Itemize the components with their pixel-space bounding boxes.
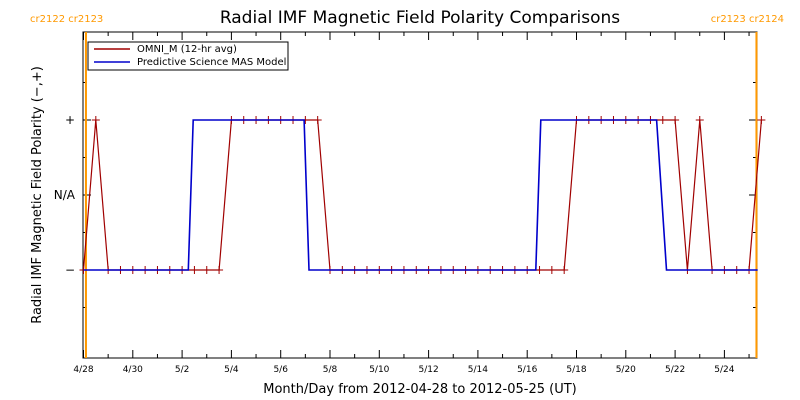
x-tick-label: 5/24 xyxy=(714,365,734,375)
chart-title: Radial IMF Magnetic Field Polarity Compa… xyxy=(220,8,620,28)
y-tick-label: + xyxy=(65,113,75,127)
x-tick-label: 5/22 xyxy=(665,365,685,375)
omni-data-point xyxy=(671,116,680,124)
x-tick-label: 5/16 xyxy=(517,365,537,375)
x-tick-label: 4/30 xyxy=(123,365,143,375)
legend-label-model: Predictive Science MAS Model xyxy=(137,57,286,68)
x-tick-label: 5/18 xyxy=(566,365,586,375)
omni-data-point xyxy=(560,266,569,274)
x-tick-label: 5/12 xyxy=(418,365,438,375)
omni-data-point xyxy=(190,266,199,274)
omni-data-point xyxy=(313,116,322,124)
omni-data-point xyxy=(202,266,211,274)
legend-label-omni: OMNI_M (12-hr avg) xyxy=(137,44,237,55)
x-tick-label: 5/10 xyxy=(369,365,389,375)
omni-data-point xyxy=(695,116,704,124)
y-axis-label: Radial IMF Magnetic Field Polarity (−,+) xyxy=(30,66,45,324)
x-tick-label: 5/6 xyxy=(273,365,288,375)
x-tick-label: 5/14 xyxy=(468,365,488,375)
omni-data-point xyxy=(535,266,544,274)
legend-box xyxy=(87,41,289,71)
legend: OMNI_M (12-hr avg) Predictive Science MA… xyxy=(87,41,289,71)
carrington-label-left: cr2122 cr2123 xyxy=(30,14,103,25)
x-tick-label: 5/20 xyxy=(616,365,636,375)
omni-data-point xyxy=(91,116,100,124)
omni-data-point xyxy=(215,266,224,274)
y-tick-label: N/A xyxy=(54,188,76,202)
x-axis-label: Month/Day from 2012-04-28 to 2012-05-25 … xyxy=(263,382,576,397)
omni-data-point xyxy=(757,116,766,124)
x-tick-label: 5/2 xyxy=(175,365,189,375)
plot-area: + N/A − 4/28 4/30 5/2 5/4 5/6 5/8 5/10 5/12 5/14 5/1… xyxy=(54,31,766,375)
x-tick-label: 4/28 xyxy=(73,365,93,375)
omni-data-point xyxy=(547,266,556,274)
model-series-line xyxy=(83,119,758,271)
omni-data-point xyxy=(658,116,667,124)
x-tick-label: 5/4 xyxy=(224,365,239,375)
x-tick-label: 5/8 xyxy=(323,365,338,375)
y-tick-label: − xyxy=(65,263,75,277)
carrington-label-right: cr2123 cr2124 xyxy=(711,14,784,25)
